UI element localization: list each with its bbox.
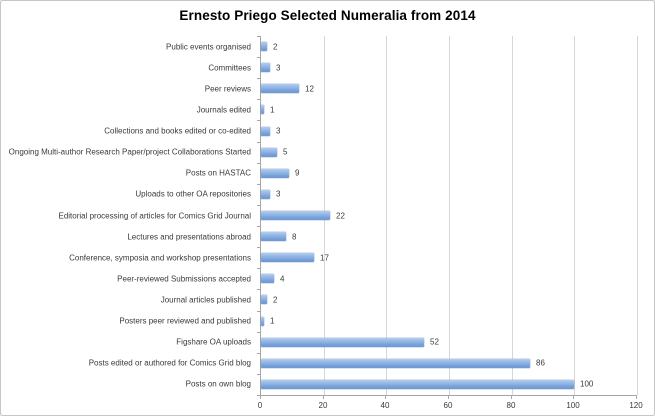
category-label: Figshare OA uploads bbox=[176, 337, 251, 347]
y-axis-tick-mark bbox=[257, 289, 260, 290]
gridline bbox=[574, 36, 575, 395]
x-axis-tick-label: 120 bbox=[629, 401, 643, 410]
category-label: Journal articles published bbox=[160, 295, 251, 305]
bar bbox=[261, 253, 314, 262]
value-label: 100 bbox=[580, 379, 594, 389]
category-label: Conference, symposia and workshop presen… bbox=[69, 253, 251, 263]
chart-title: Ernesto Priego Selected Numeralia from 2… bbox=[179, 8, 476, 23]
bar bbox=[261, 105, 264, 114]
y-axis-tick-mark bbox=[257, 268, 260, 269]
bar bbox=[261, 338, 424, 347]
x-axis-tick-label: 100 bbox=[566, 401, 580, 410]
x-axis-tick-label: 60 bbox=[443, 401, 453, 410]
bar bbox=[261, 359, 530, 368]
y-axis-tick-mark bbox=[257, 57, 260, 58]
x-axis-tick-label: 0 bbox=[257, 401, 263, 410]
bar bbox=[261, 190, 270, 199]
value-label: 3 bbox=[276, 189, 281, 199]
category-label: Peer-reviewed Submissions accepted bbox=[117, 274, 251, 284]
category-label: Public events organised bbox=[166, 42, 251, 52]
x-axis-tick-mark bbox=[636, 396, 637, 399]
value-label: 8 bbox=[292, 232, 297, 242]
value-label: 2 bbox=[273, 295, 278, 305]
value-label: 1 bbox=[270, 105, 275, 115]
category-label: Committees bbox=[208, 63, 251, 73]
value-label: 3 bbox=[276, 126, 281, 136]
y-axis-tick-mark bbox=[257, 205, 260, 206]
y-axis-tick-mark bbox=[257, 36, 260, 37]
y-axis-tick-mark bbox=[257, 163, 260, 164]
y-axis-tick-mark bbox=[257, 353, 260, 354]
value-label: 3 bbox=[276, 63, 281, 73]
value-label: 12 bbox=[305, 84, 314, 94]
bar bbox=[261, 317, 264, 326]
x-axis-tick-label: 40 bbox=[380, 401, 390, 410]
bar bbox=[261, 211, 330, 220]
category-label: Collections and books edited or co-edite… bbox=[104, 126, 251, 136]
y-axis-tick-mark bbox=[257, 184, 260, 185]
y-axis-tick-mark bbox=[257, 78, 260, 79]
category-label: Ongoing Multi-author Research Paper/proj… bbox=[8, 147, 251, 157]
x-axis-tick-mark bbox=[573, 396, 574, 399]
value-label: 2 bbox=[273, 42, 278, 52]
category-label: Posters peer reviewed and published bbox=[119, 316, 251, 326]
category-label: Posts edited or authored for Comics Grid… bbox=[88, 358, 251, 368]
value-label: 52 bbox=[430, 337, 439, 347]
category-label: Lectures and presentations abroad bbox=[127, 232, 251, 242]
x-axis-tick-mark bbox=[448, 396, 449, 399]
value-label: 17 bbox=[320, 253, 329, 263]
value-label: 4 bbox=[280, 274, 285, 284]
category-label: Editorial processing of articles for Com… bbox=[58, 211, 251, 221]
category-label: Posts on HASTAC bbox=[185, 168, 251, 178]
gridline bbox=[637, 36, 638, 395]
y-axis-tick-mark bbox=[257, 374, 260, 375]
y-axis-tick-mark bbox=[257, 395, 260, 396]
bar bbox=[261, 84, 299, 93]
value-label: 1 bbox=[270, 316, 275, 326]
bar bbox=[261, 380, 574, 389]
plot-area: 2 3 12 1 3 5 9 3 22 8 17 4 2 1 52 86 100 bbox=[260, 36, 638, 396]
category-label: Posts on own blog bbox=[185, 379, 251, 389]
bar bbox=[261, 127, 270, 136]
category-label: Uploads to other OA repositories bbox=[135, 189, 251, 199]
value-label: 9 bbox=[295, 168, 300, 178]
category-label: Peer reviews bbox=[204, 84, 251, 94]
x-axis-tick-mark bbox=[511, 396, 512, 399]
bar bbox=[261, 63, 270, 72]
y-axis-tick-mark bbox=[257, 247, 260, 248]
bar bbox=[261, 295, 267, 304]
bar bbox=[261, 232, 286, 241]
value-label: 86 bbox=[536, 358, 545, 368]
bar bbox=[261, 274, 274, 283]
y-axis-tick-mark bbox=[257, 99, 260, 100]
gridline bbox=[386, 36, 387, 395]
y-axis-tick-mark bbox=[257, 311, 260, 312]
x-axis-tick-label: 20 bbox=[318, 401, 328, 410]
y-axis-tick-mark bbox=[257, 226, 260, 227]
gridline bbox=[449, 36, 450, 395]
y-axis-tick-mark bbox=[257, 142, 260, 143]
bar bbox=[261, 148, 277, 157]
y-axis-tick-mark bbox=[257, 332, 260, 333]
x-axis-tick-mark bbox=[385, 396, 386, 399]
x-axis-tick-mark bbox=[323, 396, 324, 399]
category-label: Journals edited bbox=[196, 105, 251, 115]
y-axis-tick-mark bbox=[257, 120, 260, 121]
bar bbox=[261, 169, 289, 178]
x-axis-tick-mark bbox=[260, 396, 261, 399]
value-label: 5 bbox=[283, 147, 288, 157]
bar bbox=[261, 42, 267, 51]
x-axis-tick-label: 80 bbox=[506, 401, 516, 410]
value-label: 22 bbox=[336, 211, 345, 221]
gridline bbox=[512, 36, 513, 395]
